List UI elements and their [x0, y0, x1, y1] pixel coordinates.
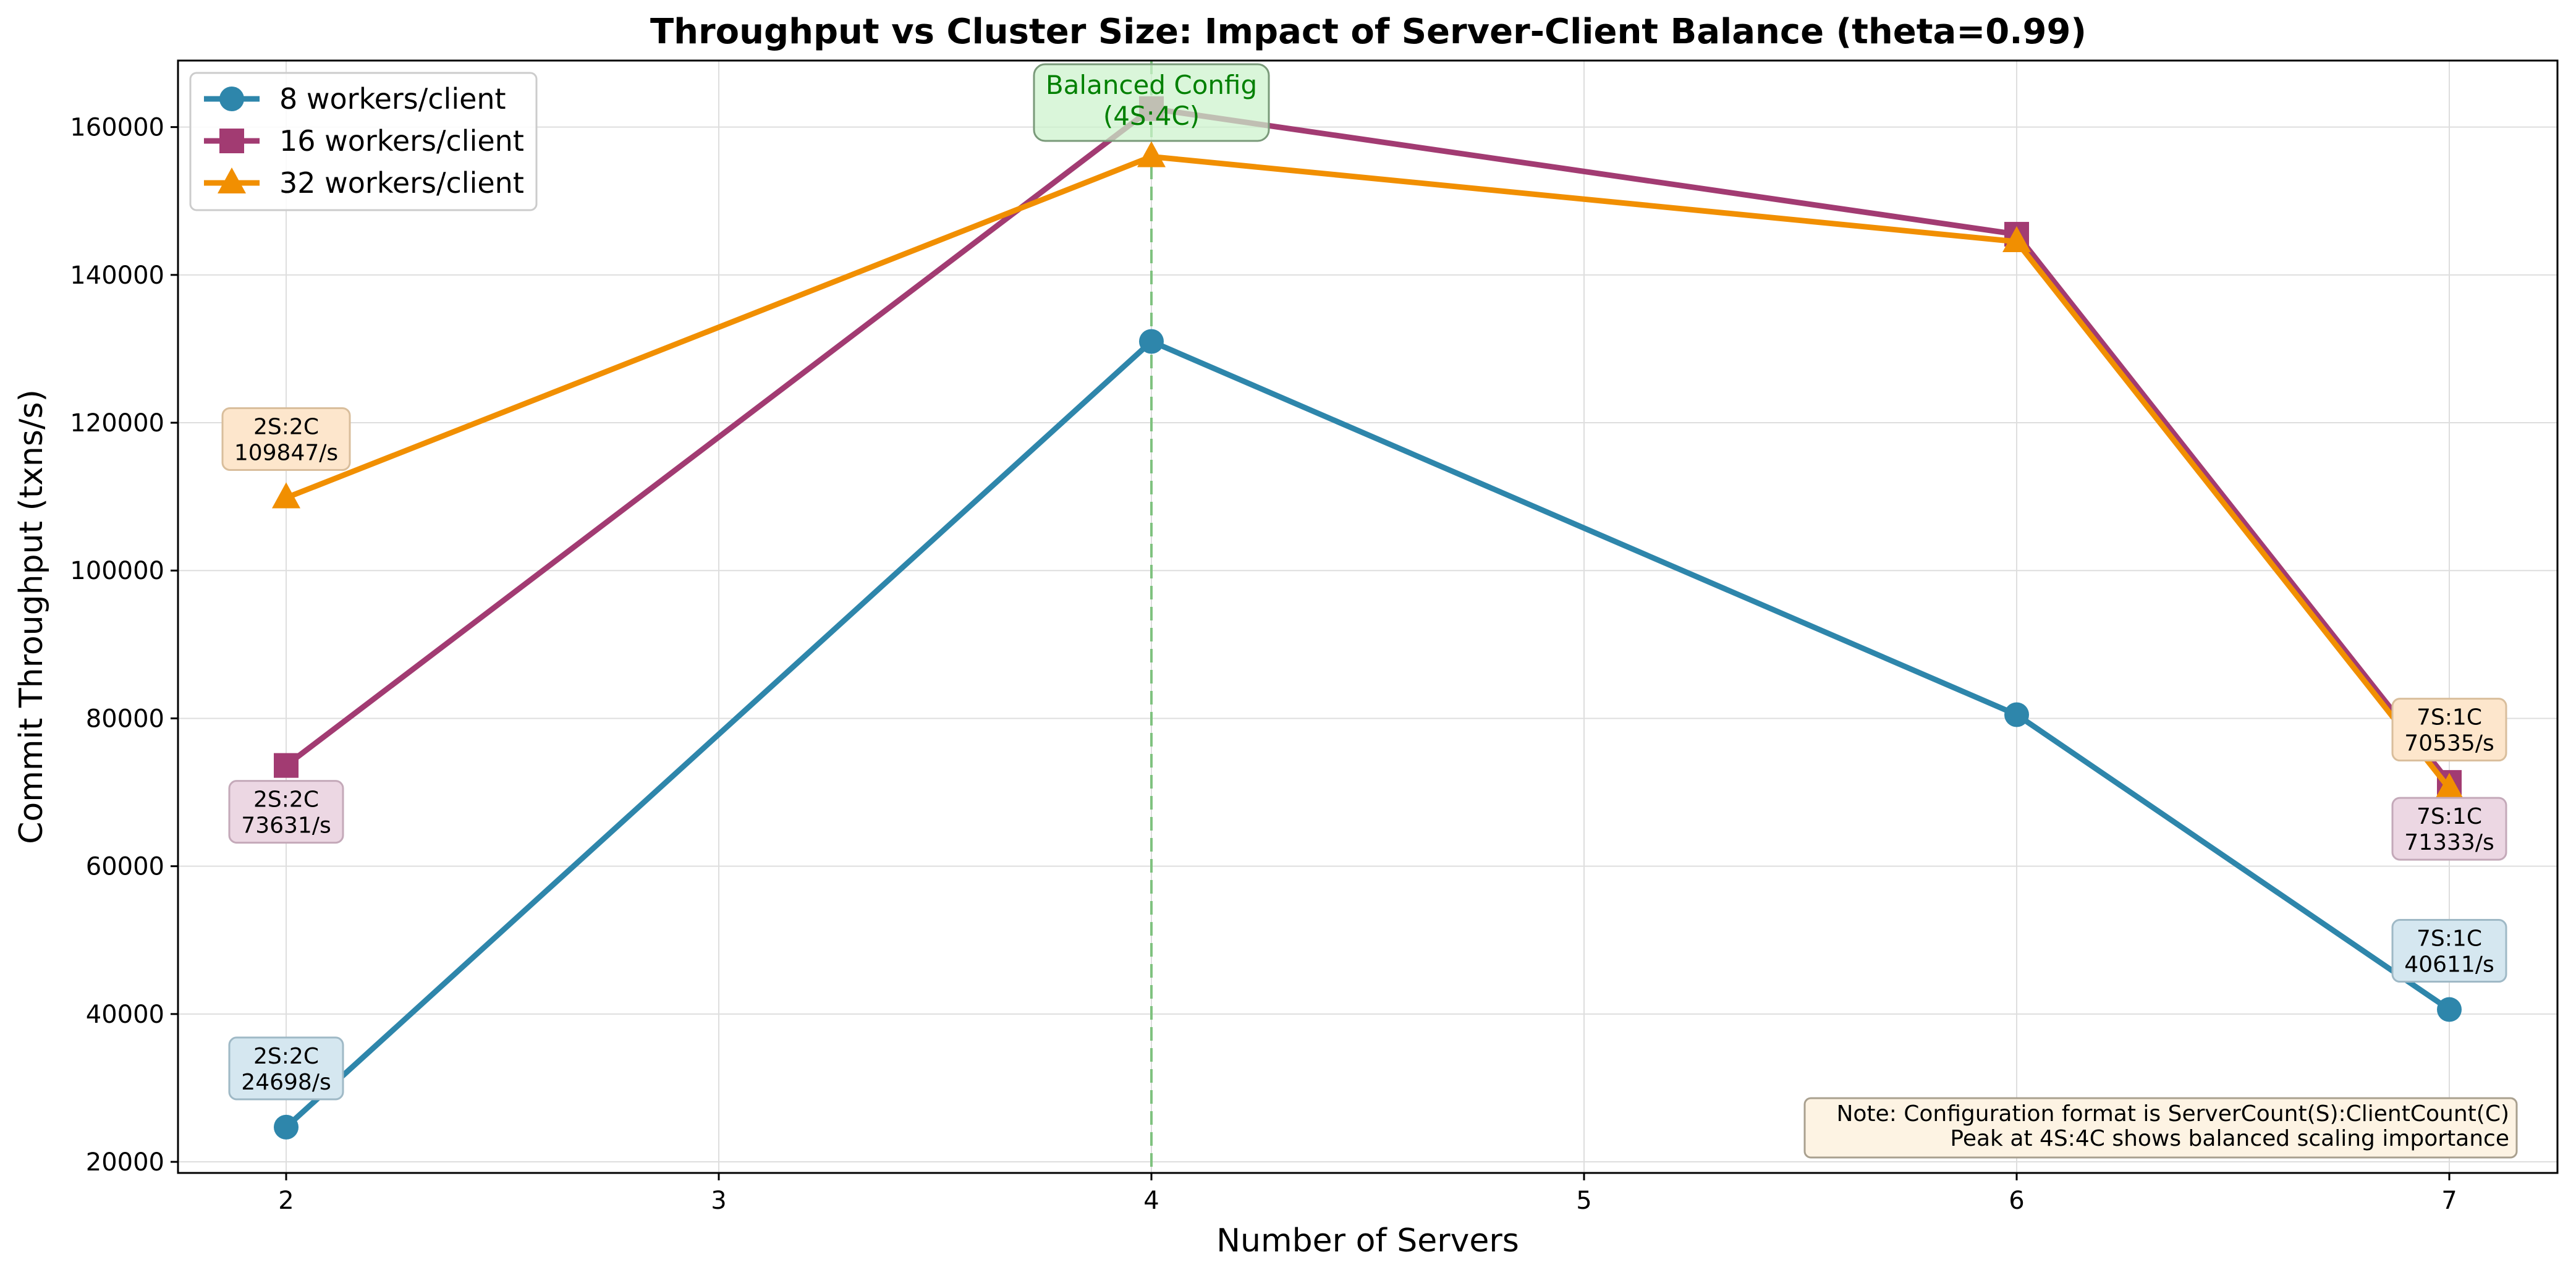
annotation-value: 40611/s	[2404, 952, 2494, 978]
note-line-1: Note: Configuration format is ServerCoun…	[1836, 1101, 2509, 1127]
balanced-config-subtitle: (4S:4C)	[1103, 101, 1200, 131]
series-line	[285, 153, 2452, 790]
legend-marker	[218, 167, 246, 193]
y-tick-label: 40000	[86, 1001, 164, 1029]
balanced-config-box	[1033, 63, 1270, 142]
x-tick-label: 5	[1576, 1187, 1591, 1215]
chart-title: Throughput vs Cluster Size: Impact of Se…	[650, 12, 2087, 52]
series-1	[274, 329, 2462, 1140]
note-line-2: Peak at 4S:4C shows balanced scaling imp…	[1950, 1126, 2509, 1151]
x-tick-label: 4	[1143, 1187, 1159, 1215]
annotation-config: 2S:2C	[253, 1044, 319, 1069]
annotation-config: 7S:1C	[2417, 804, 2482, 829]
series-2	[274, 96, 2462, 795]
legend-label: 8 workers/client	[279, 82, 506, 116]
legend-entry: 16 workers/client	[204, 124, 524, 158]
data-point	[2437, 997, 2462, 1022]
y-tick-label: 100000	[70, 557, 164, 585]
data-point	[2004, 702, 2029, 727]
annotation-box	[2391, 919, 2507, 983]
legend-entry: 8 workers/client	[204, 82, 506, 116]
legend-marker	[219, 129, 244, 153]
y-tick-label: 20000	[86, 1148, 164, 1177]
annotation-config: 2S:2C	[253, 414, 319, 439]
balanced-config-label: Balanced Config(4S:4C)	[1033, 63, 1270, 142]
grid	[178, 61, 2557, 1173]
y-tick-label: 160000	[70, 114, 164, 142]
y-tick-label: 140000	[70, 261, 164, 290]
data-point	[2435, 772, 2464, 799]
annotation-value: 71333/s	[2404, 830, 2494, 855]
annotation-value: 70535/s	[2404, 731, 2494, 756]
annotation-box	[2391, 797, 2507, 861]
annotation-config: 7S:1C	[2417, 705, 2482, 730]
legend-marker	[219, 87, 244, 111]
x-tick-label: 3	[711, 1187, 726, 1215]
legend-box	[189, 72, 538, 211]
x-tick-label: 2	[278, 1187, 294, 1215]
annotation-config: 7S:1C	[2417, 926, 2482, 952]
annotation-box	[228, 1036, 344, 1101]
data-point	[2002, 226, 2031, 253]
data-point	[272, 482, 300, 509]
series-layer	[272, 96, 2464, 1140]
annotation-box	[228, 780, 344, 844]
legend: 8 workers/client 16 workers/client 32 work…	[189, 72, 538, 211]
series-line	[284, 338, 2451, 1130]
legend-label: 16 workers/client	[279, 124, 524, 158]
annotation-value: 73631/s	[241, 813, 331, 839]
y-tick-label: 120000	[70, 409, 164, 438]
plot-frame	[177, 59, 2559, 1174]
series-3	[272, 141, 2464, 799]
x-tick-label: 6	[2009, 1187, 2024, 1215]
annotation-box	[2391, 698, 2507, 762]
legend-label: 32 workers/client	[279, 166, 524, 200]
annotation-value: 24698/s	[241, 1070, 331, 1095]
annotation-box	[221, 407, 351, 471]
axis-ticks: 2 3 4 5 6 7 20000 40000 60000 80000 100000 120000 14…	[70, 114, 2457, 1215]
x-tick-label: 7	[2441, 1187, 2457, 1215]
note-box-background	[1803, 1097, 2518, 1159]
series-line	[284, 106, 2452, 784]
y-tick-label: 80000	[86, 705, 164, 733]
data-point	[274, 753, 299, 778]
annotation-config: 2S:2C	[253, 787, 319, 813]
annotation-value: 109847/s	[234, 440, 338, 465]
data-point	[274, 1114, 299, 1140]
y-axis-title: Commit Throughput (txns/s)	[13, 389, 50, 844]
y-tick-label: 60000	[86, 853, 164, 881]
legend-entry: 32 workers/client	[204, 166, 524, 200]
data-point	[1139, 329, 1164, 354]
x-axis-title: Number of Servers	[1216, 1222, 1519, 1259]
data-point	[1137, 141, 1166, 167]
balanced-config-title: Balanced Config	[1046, 70, 1257, 100]
note-box: Note: Configuration format is ServerCoun…	[1803, 1097, 2518, 1159]
